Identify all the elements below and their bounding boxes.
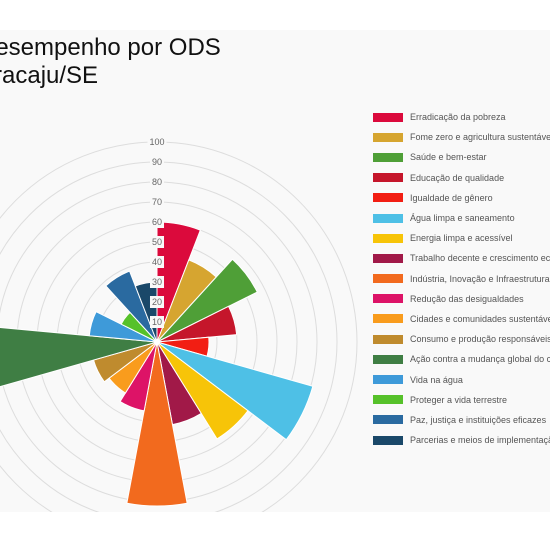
sector-7[interactable] xyxy=(156,341,249,440)
r-tick-label: 40 xyxy=(152,257,162,267)
sector-3[interactable] xyxy=(156,258,258,343)
r-tick-label: 80 xyxy=(152,177,162,187)
chart-title-line-1: Desempenho por ODS xyxy=(0,34,221,61)
legend-swatch xyxy=(373,193,403,203)
r-tick-label-bg xyxy=(149,156,165,168)
legend-swatch xyxy=(373,253,403,263)
legend-label: Indústria, Inovação e Infraestrutura xyxy=(410,273,550,284)
legend-item[interactable]: Educação de qualidade xyxy=(373,168,550,188)
legend-item[interactable]: Energia limpa e acessível xyxy=(373,228,550,248)
polar-area-chart: 10 20 30 40 50 60 70 80 90 100 xyxy=(0,136,358,512)
legend-label: Fome zero e agricultura sustentável xyxy=(410,132,550,143)
legend-swatch xyxy=(373,395,403,405)
sector-6[interactable] xyxy=(156,341,314,441)
sector-4[interactable] xyxy=(156,305,238,343)
legend-swatch xyxy=(373,415,403,425)
r-tick-label-bg xyxy=(149,316,165,328)
legend-label: Energia limpa e acessível xyxy=(410,233,513,244)
legend-item[interactable]: Erradicação da pobreza xyxy=(373,107,550,127)
chart-title: Desempenho por ODS Aracaju/SE xyxy=(0,34,221,90)
legend-swatch xyxy=(373,314,403,324)
legend-swatch xyxy=(373,435,403,445)
r-tick-label: 10 xyxy=(152,317,162,327)
legend-label: Consumo e produção responsáveis xyxy=(410,334,550,345)
r-tick-label-bg xyxy=(147,136,167,148)
legend-item[interactable]: Vida na água xyxy=(373,369,550,389)
legend-item[interactable]: Igualdade de gênero xyxy=(373,188,550,208)
legend-label: Educação de qualidade xyxy=(410,172,505,183)
legend-label: Parcerias e meios de implementação xyxy=(410,435,550,446)
r-tick-label: 90 xyxy=(152,157,162,167)
chart-legend: Erradicação da pobreza Fome zero e agricu… xyxy=(373,107,550,450)
r-tick-label-bg xyxy=(149,196,165,208)
r-tick-label: 50 xyxy=(152,237,162,247)
r-tick-label-bg xyxy=(149,256,165,268)
r-tick-label-bg xyxy=(149,176,165,188)
legend-swatch xyxy=(373,375,403,385)
r-tick-label: 70 xyxy=(152,197,162,207)
legend-label: Proteger a vida terrestre xyxy=(410,394,508,405)
legend-item[interactable]: Ação contra a mudança global do clima xyxy=(373,349,550,369)
r-tick-label: 20 xyxy=(152,297,162,307)
sector-10[interactable] xyxy=(119,341,158,412)
r-tick-label: 60 xyxy=(152,217,162,227)
chart-title-line-2: Aracaju/SE xyxy=(0,62,99,89)
legend-item[interactable]: Proteger a vida terrestre xyxy=(373,390,550,410)
r-tick-label-bg xyxy=(149,276,165,288)
legend-label: Igualdade de gênero xyxy=(410,192,493,203)
legend-label: Redução das desigualdades xyxy=(410,293,524,304)
legend-item[interactable]: Cidades e comunidades sustentáveis xyxy=(373,309,550,329)
r-tick-label-bg xyxy=(149,236,165,248)
legend-swatch xyxy=(373,233,403,243)
legend-swatch xyxy=(373,354,403,364)
legend-swatch xyxy=(373,213,403,223)
legend-label: Saúde e bem-estar xyxy=(410,152,487,163)
legend-swatch xyxy=(373,112,403,122)
sector-9[interactable] xyxy=(126,341,188,507)
legend-label: Cidades e comunidades sustentáveis xyxy=(410,313,550,324)
legend-label: Trabalho decente e crescimento econômico xyxy=(410,253,550,264)
sector-16[interactable] xyxy=(105,270,158,343)
legend-swatch xyxy=(373,294,403,304)
legend-item[interactable]: Saúde e bem-estar xyxy=(373,147,550,167)
legend-swatch xyxy=(373,274,403,284)
legend-item[interactable]: Indústria, Inovação e Infraestrutura xyxy=(373,269,550,289)
legend-item[interactable]: Trabalho decente e crescimento econômico xyxy=(373,248,550,268)
r-tick-label-bg xyxy=(149,296,165,308)
legend-swatch xyxy=(373,173,403,183)
data-sectors xyxy=(0,221,314,507)
legend-item[interactable]: Redução das desigualdades xyxy=(373,289,550,309)
legend-swatch xyxy=(373,152,403,162)
legend-swatch xyxy=(373,334,403,344)
legend-item[interactable]: Paz, justiça e instituições eficazes xyxy=(373,410,550,430)
sector-14[interactable] xyxy=(88,311,158,343)
chart-card: Desempenho por ODS Aracaju/SE 10 20 30 40 50… xyxy=(0,30,550,512)
legend-label: Ação contra a mudança global do clima xyxy=(410,354,550,365)
legend-item[interactable]: Fome zero e agricultura sustentável xyxy=(373,127,550,147)
r-tick-label: 30 xyxy=(152,277,162,287)
legend-label: Erradicação da pobreza xyxy=(410,112,506,123)
r-tick-label-bg xyxy=(149,216,165,228)
sector-13[interactable] xyxy=(0,326,158,390)
r-tick-label: 100 xyxy=(149,137,164,147)
legend-swatch xyxy=(373,132,403,142)
radial-tick-labels: 10 20 30 40 50 60 70 80 90 100 xyxy=(147,136,167,328)
legend-item[interactable]: Consumo e produção responsáveis xyxy=(373,329,550,349)
legend-item[interactable]: Água limpa e saneamento xyxy=(373,208,550,228)
legend-label: Paz, justiça e instituições eficazes xyxy=(410,414,547,425)
legend-label: Vida na água xyxy=(410,374,463,385)
legend-item[interactable]: Parcerias e meios de implementação xyxy=(373,430,550,450)
legend-label: Água limpa e saneamento xyxy=(410,213,515,224)
